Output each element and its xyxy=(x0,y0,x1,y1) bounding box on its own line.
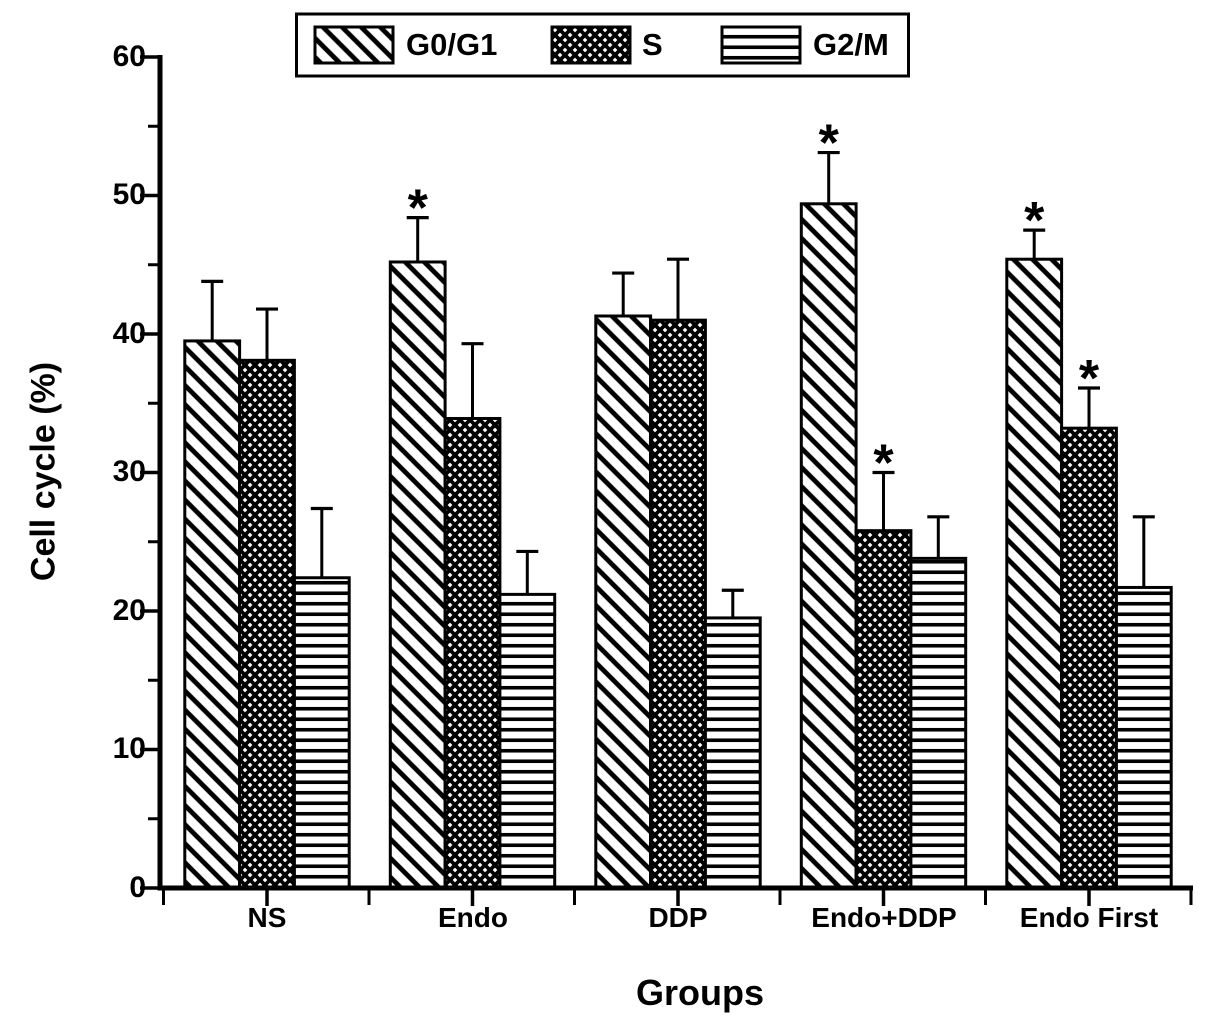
axes-layer xyxy=(140,55,1193,906)
legend-swatch-cross-hatch-icon xyxy=(550,25,632,65)
bar-g0g1-4 xyxy=(1005,257,1064,890)
category-label-ddp: DDP xyxy=(648,902,708,933)
legend-swatch-horizontal-lines-icon xyxy=(720,25,802,65)
y-tick-label-0: 0 xyxy=(129,871,146,904)
bar-g2m-2 xyxy=(703,616,762,890)
bar-s-4 xyxy=(1060,426,1118,890)
bar-s-3 xyxy=(854,529,913,890)
y-tick-label-40: 40 xyxy=(112,317,146,350)
legend-label-g2m: G2/M xyxy=(813,27,889,62)
category-label-endo-ddp: Endo+DDP xyxy=(811,902,957,933)
legend-label-g0g1: G0/G1 xyxy=(406,27,498,62)
y-tick-label-20: 20 xyxy=(112,594,146,627)
category-label-endo: Endo xyxy=(438,902,508,933)
legend-label-s: S xyxy=(642,27,663,62)
y-tick-label-10: 10 xyxy=(112,732,146,765)
y-tick-label-50: 50 xyxy=(112,178,146,211)
bar-s-1 xyxy=(443,416,502,890)
significance-asterisk: * xyxy=(1024,192,1045,250)
bar-g2m-3 xyxy=(909,556,968,890)
significance-asterisk: * xyxy=(873,435,894,493)
x-axis-title: Groups xyxy=(635,972,764,1013)
y-axis-title: Cell cycle (%) xyxy=(24,361,63,582)
bar-g2m-1 xyxy=(498,592,557,890)
bar-g2m-4 xyxy=(1114,585,1173,890)
significance-asterisk: * xyxy=(408,180,429,238)
bar-g0g1-1 xyxy=(388,260,447,890)
significance-layer: * * * * * xyxy=(408,115,1100,493)
significance-asterisk: * xyxy=(1079,350,1100,408)
bar-s-2 xyxy=(649,318,707,890)
significance-asterisk: * xyxy=(819,115,840,173)
bar-g0g1-0 xyxy=(183,339,242,890)
bar-g2m-0 xyxy=(292,576,351,890)
bar-s-0 xyxy=(238,358,296,890)
bar-g0g1-2 xyxy=(594,314,653,890)
bar-g0g1-3 xyxy=(799,202,858,890)
y-tick-label-60: 60 xyxy=(112,40,146,73)
y-tick-label-30: 30 xyxy=(112,455,146,488)
legend-box xyxy=(295,12,910,78)
error-bars-layer xyxy=(201,150,1155,618)
category-label-endo-first: Endo First xyxy=(1019,902,1159,933)
category-label-ns: NS xyxy=(247,902,287,933)
legend-swatch-diagonal-hatch-icon xyxy=(313,25,395,65)
